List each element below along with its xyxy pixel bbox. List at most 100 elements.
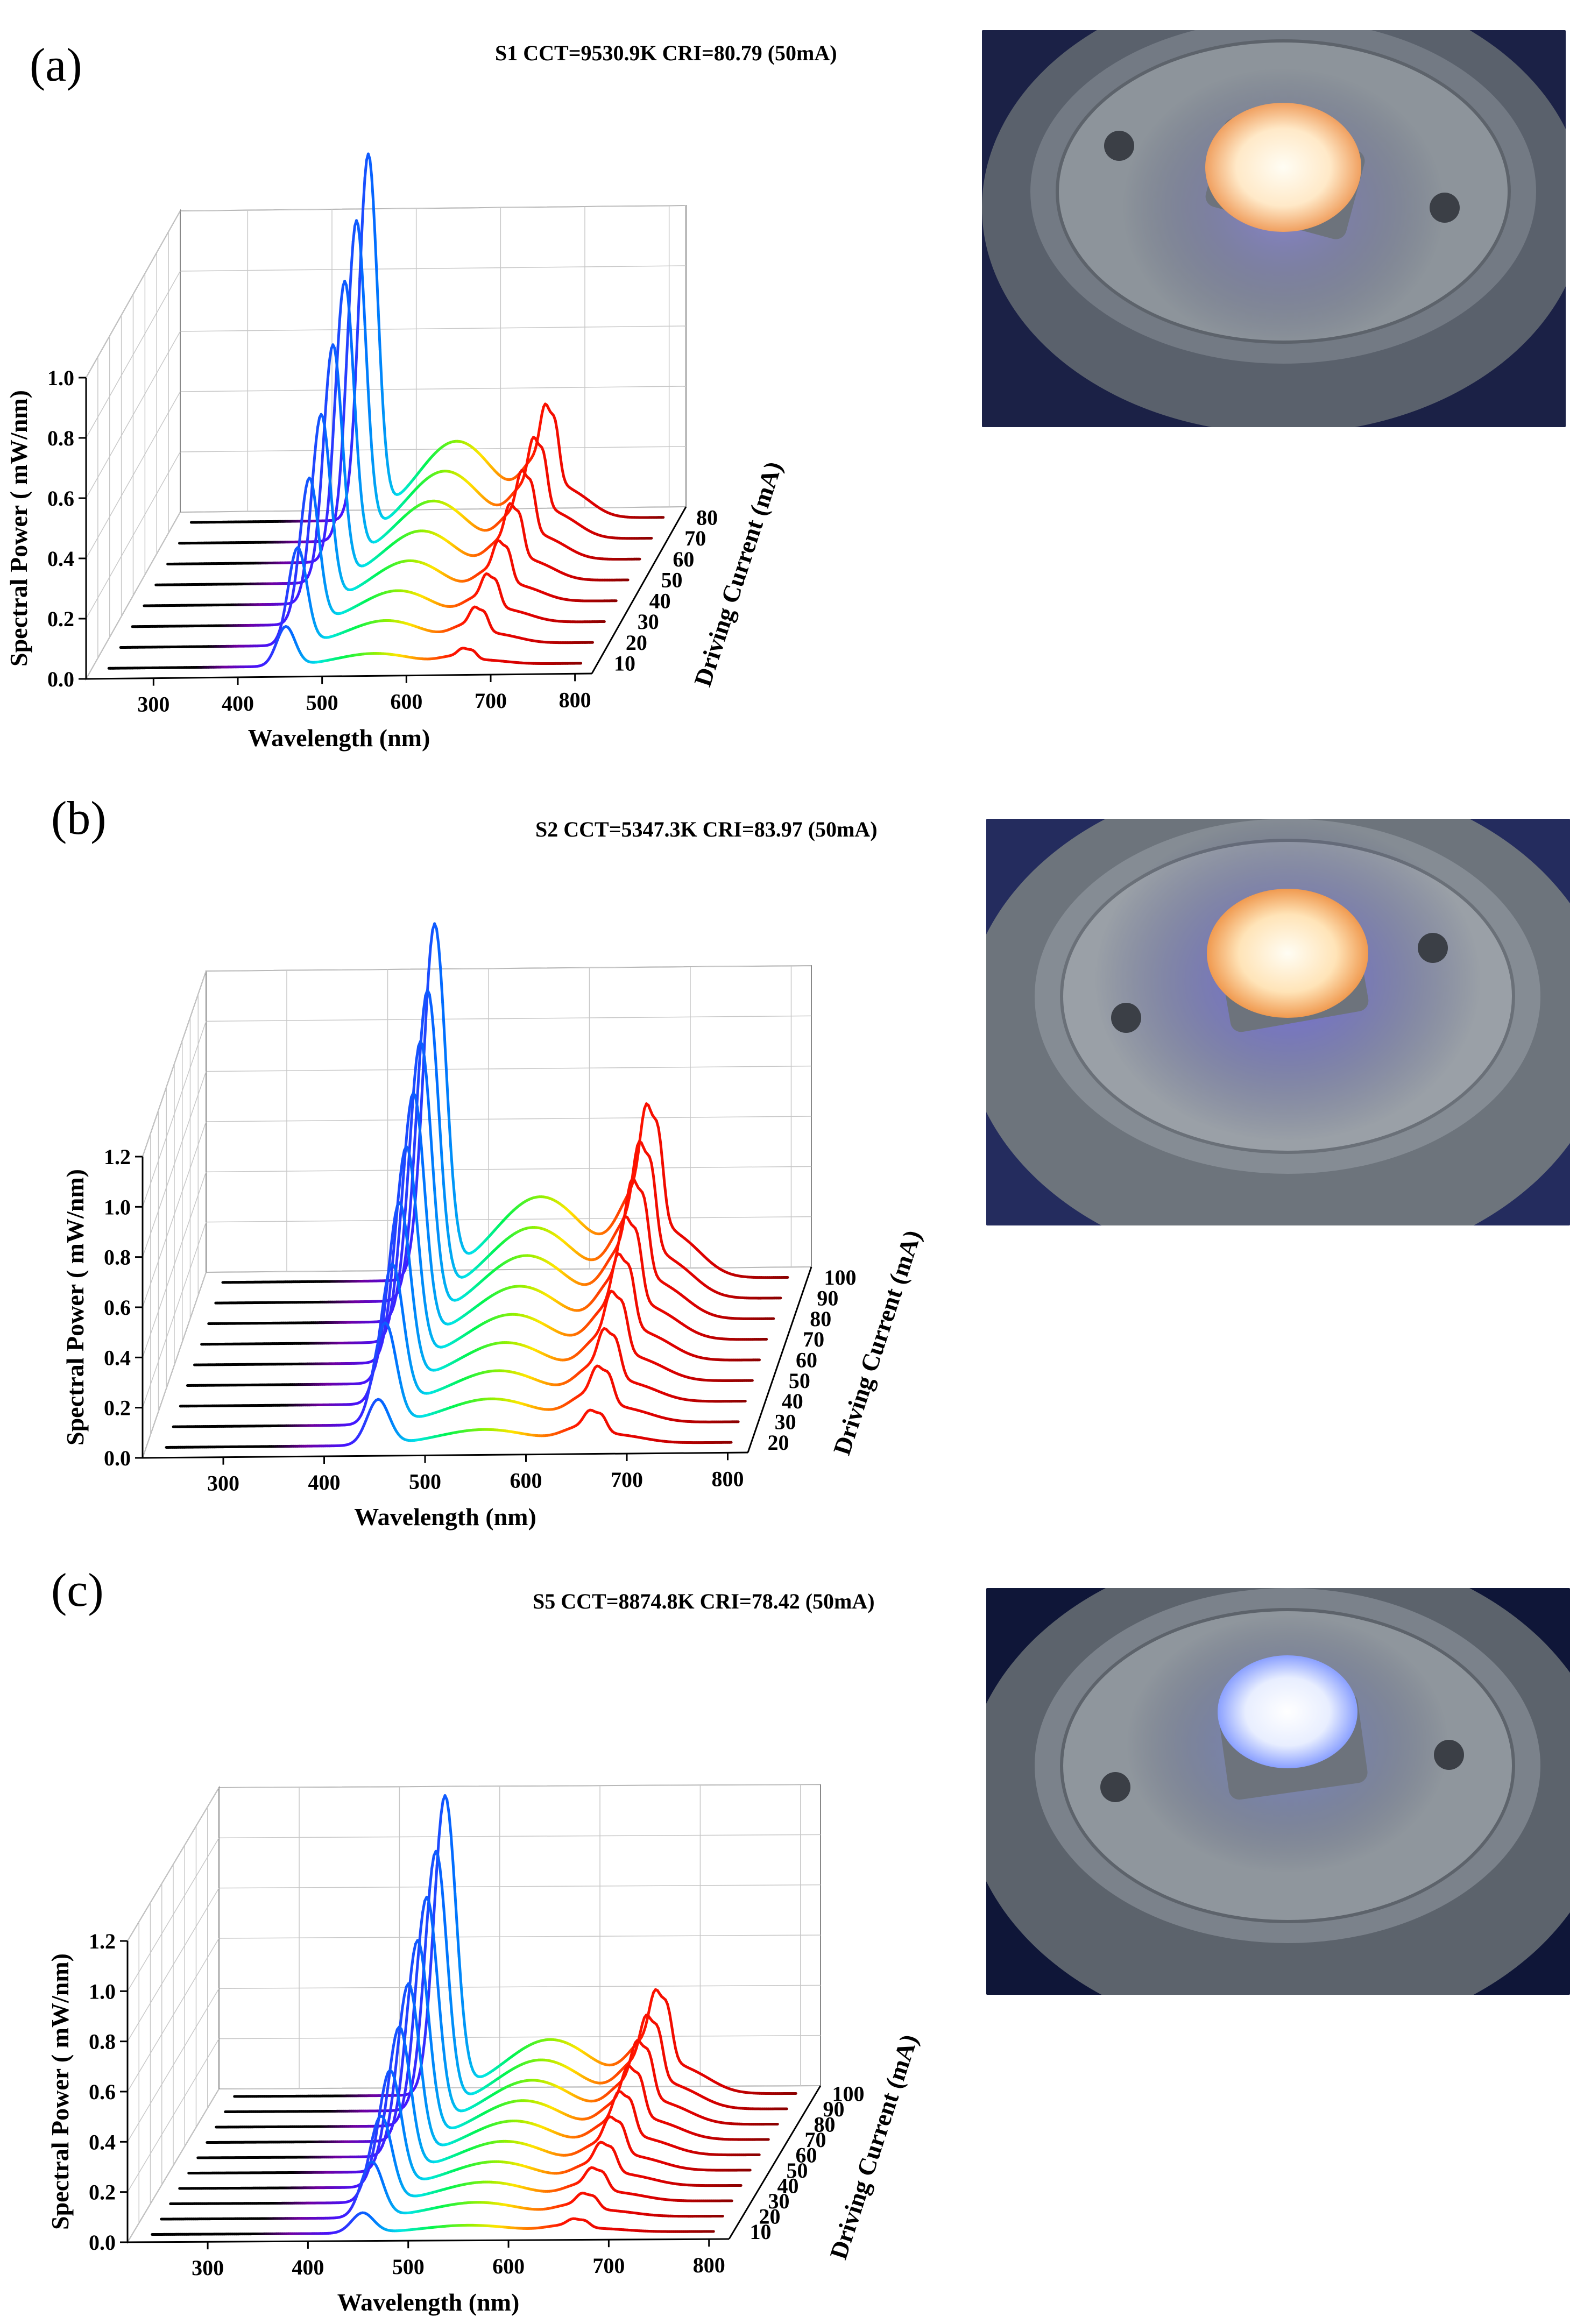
spectrum-segment: [411, 1107, 413, 1137]
spectrum-segment: [362, 499, 363, 513]
spectrum-segment: [355, 402, 356, 431]
spectrum-segment: [323, 536, 324, 544]
spectrum-segment: [459, 1231, 461, 1241]
spectrum-segment: [350, 450, 351, 470]
spectrum-segment: [308, 590, 309, 600]
spectrum-segment: [414, 1060, 416, 1081]
spectrum-segment: [537, 512, 539, 521]
spectrum-segment: [539, 424, 540, 434]
spectrum-segment: [446, 1209, 448, 1230]
spectrum-segment: [425, 1300, 427, 1314]
spectrum-segment: [422, 1282, 425, 1300]
spectrum-segment: [335, 377, 336, 407]
spectrum-segment: [646, 1286, 648, 1295]
x-tick-label: 400: [308, 1470, 341, 1494]
back-grid-line: [206, 966, 811, 971]
spectrum-segment: [400, 1248, 402, 1268]
x-tick-label: 700: [611, 1468, 643, 1492]
spectrum-segment: [347, 285, 348, 298]
back-grid-line: [219, 1834, 821, 1838]
spectrum-segment: [338, 376, 340, 398]
spectrum-series-50mA: [156, 345, 628, 585]
spectrum-segment: [340, 457, 341, 479]
spectrum-series-90mA: [216, 990, 781, 1303]
spectrum-segment: [547, 472, 549, 485]
x-tick-label: 700: [475, 689, 507, 713]
spectrum-segment: [436, 1299, 438, 1308]
spectrum-segment: [363, 178, 365, 206]
spectrum-segment: [427, 1078, 429, 1103]
spectrum-segment: [373, 469, 375, 486]
spectrum-segment: [450, 1246, 452, 1258]
spectrum-segment: [661, 1143, 663, 1163]
spectrum-segment: [314, 497, 316, 511]
current-label: 10: [614, 651, 635, 676]
spectrum-segment: [652, 1163, 654, 1176]
spectrum-segment: [612, 1264, 614, 1273]
spectrum-segment: [395, 1356, 398, 1366]
z-axis-title: Driving Current (mA): [689, 458, 787, 690]
spectrum-segment: [372, 448, 373, 469]
spectrum-segment: [385, 438, 387, 457]
spectrum-segment: [328, 488, 329, 508]
x-tick-label: 500: [306, 690, 338, 714]
y-tick-label: 0.0: [104, 1446, 131, 1470]
y-tick-label: 1.0: [104, 1195, 131, 1219]
spectrum-segment: [370, 422, 372, 448]
spectrum-segment: [641, 1258, 644, 1273]
spectrum-segment: [524, 530, 525, 539]
spectrum-segment: [291, 562, 293, 571]
spectrum-segment: [350, 529, 351, 542]
spectrum-segment: [437, 1090, 440, 1123]
spectrum-segment: [351, 424, 353, 450]
spectrum-segment: [320, 541, 321, 556]
spectrum-segment: [301, 512, 302, 528]
spectrum-segment: [535, 501, 537, 512]
spectrum-segment: [545, 460, 547, 472]
spectrum-segment: [368, 392, 370, 422]
spectrum-segment: [362, 206, 363, 240]
spectrum-segment: [443, 1003, 445, 1039]
spectrum-segment: [333, 407, 335, 437]
y-tick-label: 0.4: [47, 547, 74, 571]
spectrum-segment: [335, 511, 336, 521]
spectrum-segment: [534, 491, 535, 501]
spectrum-segment: [308, 520, 309, 538]
spectrum-segment: [528, 447, 530, 455]
back-grid-line: [219, 1784, 821, 1788]
spectrum-segment: [631, 1269, 633, 1278]
y-axis-title: Spectral Power ( mW/nm): [61, 1169, 89, 1446]
spectrum-segment: [381, 384, 383, 413]
spectrum-segment: [320, 477, 321, 500]
back-wall: [180, 206, 686, 512]
spectrum-segment: [448, 1230, 450, 1246]
spectrum-segment: [303, 561, 305, 569]
spectrum-segment: [380, 349, 381, 384]
spectrum-segment: [640, 1120, 642, 1136]
spectrum-segment: [336, 548, 338, 561]
spectrum-segment: [662, 1163, 664, 1185]
spectrum-segment: [409, 1193, 412, 1220]
spectrum-segment: [400, 1295, 402, 1309]
spectrum-segment: [429, 1249, 432, 1270]
spectrum-segment: [441, 970, 443, 1003]
spectrum-segment: [293, 586, 294, 597]
spectrum-segment: [360, 480, 362, 499]
spectrum-segment: [378, 312, 380, 350]
y-tick-label: 0.6: [104, 1295, 131, 1320]
spectrum-segment: [289, 571, 291, 581]
y-tick-label: 0.6: [47, 486, 74, 511]
spectrum-segment: [398, 1177, 400, 1198]
spectrum-segment: [335, 533, 336, 548]
spectrum-segment: [617, 1239, 619, 1251]
x-tick-label: 300: [192, 2256, 224, 2280]
y-tick-label: 0.8: [89, 2030, 116, 2054]
spectrum-segment: [343, 447, 345, 471]
back-grid-line: [206, 1116, 811, 1122]
spectrum-segment: [345, 365, 347, 399]
spectrum-segment: [402, 1224, 405, 1248]
spectrum-segment: [527, 455, 528, 464]
spectrum-segment: [389, 1308, 391, 1319]
spectrum-segment: [645, 1199, 647, 1210]
